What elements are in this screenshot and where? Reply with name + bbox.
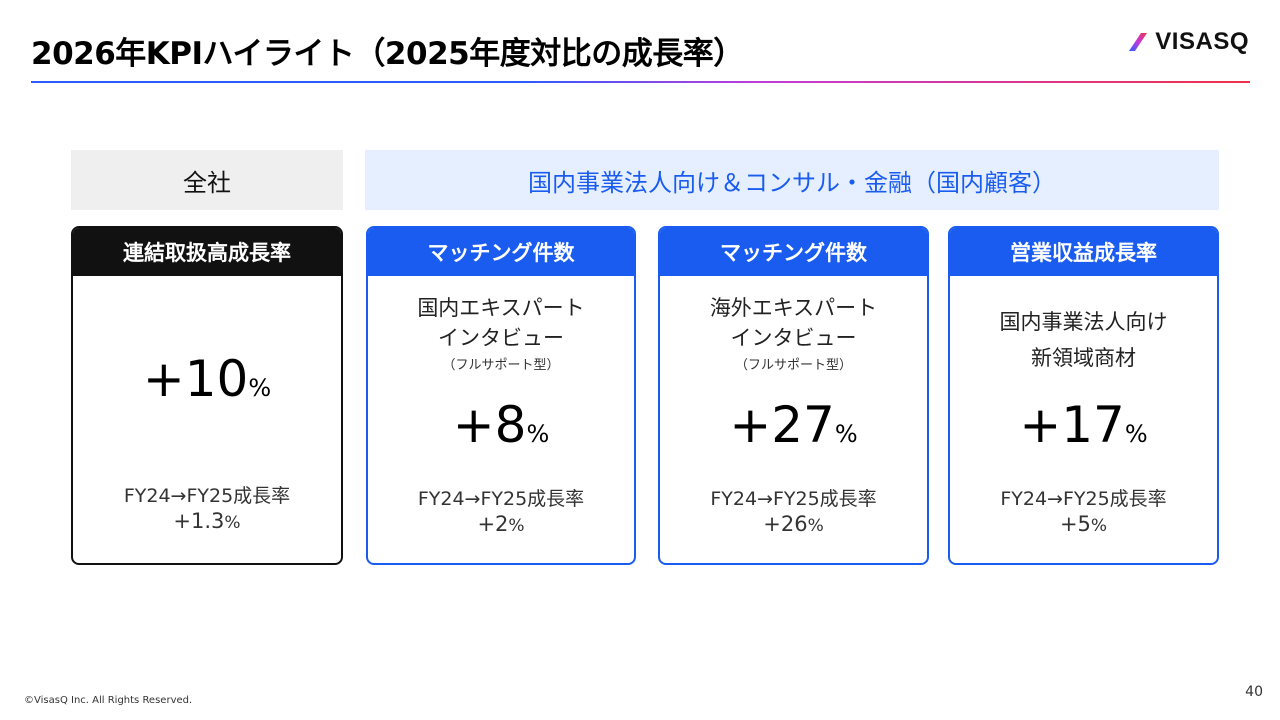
kpi-value: +17% (1019, 396, 1148, 454)
header-company-wide: 全社 (71, 150, 343, 210)
kpi-subtitle-note: （フルサポート型） (442, 358, 560, 373)
kpi-card-domestic-interview: マッチング件数 国内エキスパート インタビュー （フルサポート型） +8% FY… (366, 226, 636, 565)
kpi-card-title: マッチング件数 (368, 228, 634, 276)
header-domestic-segment: 国内事業法人向け＆コンサル・金融（国内顧客） (365, 150, 1219, 210)
kpi-card-new-domain: 営業収益成長率 国内事業法人向け 新領域商材 +17% FY24→FY25成長率… (948, 226, 1219, 565)
kpi-value: +10% (142, 350, 272, 408)
kpi-prior-label: FY24→FY25成長率 (123, 485, 291, 507)
kpi-card-overseas-interview: マッチング件数 海外エキスパート インタビュー （フルサポート型） +27% F… (658, 226, 929, 565)
kpi-card-title: 連結取扱高成長率 (73, 228, 341, 276)
copyright-text: ©VisasQ Inc. All Rights Reserved. (24, 695, 193, 706)
kpi-prior-label: FY24→FY25成長率 (417, 488, 585, 510)
kpi-card-title: マッチング件数 (660, 228, 927, 276)
kpi-subtitle: 海外エキスパート インタビュー (709, 296, 878, 350)
kpi-card-consolidated: 連結取扱高成長率 +10% FY24→FY25成長率 +1.3% (71, 226, 343, 565)
kpi-prior-value: +5% (1059, 512, 1108, 536)
kpi-prior-label: FY24→FY25成長率 (710, 488, 877, 510)
page-number: 40 (1245, 684, 1263, 700)
kpi-subtitle-note: （フルサポート型） (734, 358, 852, 373)
kpi-value: +27% (729, 396, 858, 454)
page-title: 2026年KPIハイライト（2025年度対比の成長率） (31, 36, 744, 72)
kpi-prior-value: +2% (477, 512, 525, 536)
kpi-subtitle: 国内事業法人向け 新領域商材 (999, 310, 1168, 370)
kpi-prior-label: FY24→FY25成長率 (1000, 488, 1167, 510)
kpi-prior-value: +1.3% (173, 509, 241, 533)
title-underline (31, 81, 1250, 83)
kpi-prior-value: +26% (763, 512, 824, 536)
kpi-card-title: 営業収益成長率 (950, 228, 1217, 276)
logo-slash-icon (1129, 33, 1148, 51)
kpi-subtitle: 国内エキスパート インタビュー (417, 296, 585, 350)
logo-text: VISASQ (1155, 28, 1249, 55)
visasq-logo: VISASQ (1127, 28, 1249, 56)
kpi-value: +8% (452, 396, 550, 454)
